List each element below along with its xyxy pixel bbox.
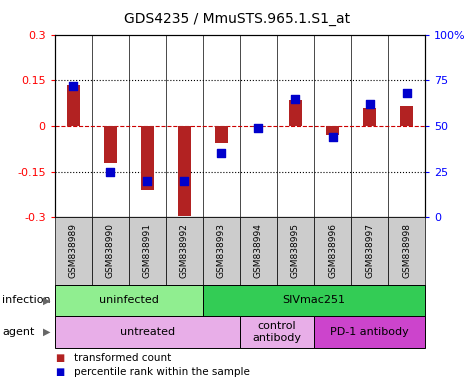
Text: GSM838994: GSM838994 bbox=[254, 223, 263, 278]
Bar bbox=[215, 126, 228, 143]
Bar bbox=[363, 108, 376, 126]
Text: control
antibody: control antibody bbox=[252, 321, 302, 343]
Point bbox=[255, 125, 262, 131]
Text: uninfected: uninfected bbox=[99, 295, 159, 305]
Text: GSM838990: GSM838990 bbox=[106, 223, 114, 278]
Text: GSM838995: GSM838995 bbox=[291, 223, 300, 278]
Text: GSM838998: GSM838998 bbox=[402, 223, 411, 278]
Bar bbox=[141, 126, 154, 190]
Text: GDS4235 / MmuSTS.965.1.S1_at: GDS4235 / MmuSTS.965.1.S1_at bbox=[124, 12, 351, 25]
Point bbox=[180, 178, 188, 184]
Bar bbox=[289, 100, 302, 126]
Point bbox=[403, 90, 410, 96]
Text: ■: ■ bbox=[55, 353, 64, 363]
Text: GSM838989: GSM838989 bbox=[69, 223, 77, 278]
Text: infection: infection bbox=[2, 295, 51, 305]
Point bbox=[329, 134, 336, 140]
Bar bbox=[104, 126, 117, 162]
Text: ▶: ▶ bbox=[43, 295, 50, 305]
Text: GSM838993: GSM838993 bbox=[217, 223, 226, 278]
Text: untreated: untreated bbox=[120, 327, 175, 337]
Point bbox=[143, 178, 151, 184]
Bar bbox=[178, 126, 191, 216]
Text: ▶: ▶ bbox=[43, 327, 50, 337]
Text: transformed count: transformed count bbox=[74, 353, 171, 363]
Bar bbox=[66, 85, 80, 126]
Point bbox=[292, 96, 299, 102]
Text: GSM838991: GSM838991 bbox=[143, 223, 152, 278]
Text: ■: ■ bbox=[55, 367, 64, 377]
Text: GSM838997: GSM838997 bbox=[365, 223, 374, 278]
Point bbox=[218, 150, 225, 156]
Point bbox=[366, 101, 373, 107]
Text: percentile rank within the sample: percentile rank within the sample bbox=[74, 367, 249, 377]
Text: PD-1 antibody: PD-1 antibody bbox=[330, 327, 409, 337]
Text: agent: agent bbox=[2, 327, 35, 337]
Point bbox=[106, 169, 114, 175]
Text: GSM838992: GSM838992 bbox=[180, 223, 189, 278]
Point bbox=[69, 83, 77, 89]
Bar bbox=[326, 126, 339, 135]
Bar bbox=[252, 126, 265, 127]
Bar bbox=[400, 106, 413, 126]
Text: GSM838996: GSM838996 bbox=[328, 223, 337, 278]
Text: SIVmac251: SIVmac251 bbox=[283, 295, 345, 305]
